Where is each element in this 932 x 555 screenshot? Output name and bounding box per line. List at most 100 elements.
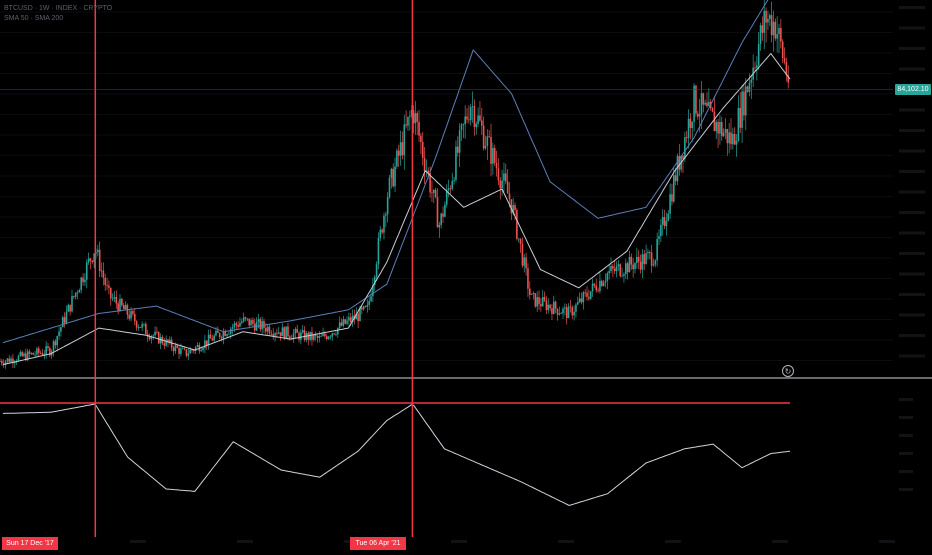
candle-body [737,107,740,141]
price-axis-tick [899,211,925,214]
time-axis-tick [665,540,681,543]
candle-body [121,298,123,306]
candle-body [569,306,572,308]
price-axis-tick [899,354,925,358]
candle-body [170,339,173,348]
candle-body [316,335,319,338]
candle-body [41,352,44,355]
candle-body [486,136,489,146]
candle-body [479,115,481,121]
candle-body [58,331,60,337]
candle-body [346,320,348,324]
candle-body [355,313,358,320]
candle-body [748,82,751,92]
candle-body [696,113,699,117]
candle-body [97,249,99,253]
price-axis-tick [899,293,925,296]
candle-body [91,260,94,262]
candle-body [746,86,749,92]
candle-body [497,168,500,181]
candle-body [222,331,225,339]
candle-body [621,275,623,277]
candle-body [564,307,566,309]
candle-body [132,311,134,314]
candle-body [372,285,374,297]
candle-body [556,308,559,315]
candle-body [0,361,1,362]
candle-body [576,302,579,305]
candle-body [418,121,420,136]
candle-body [750,79,753,83]
candle-body [235,323,238,325]
candle-body [656,239,658,261]
candle-body [613,268,616,272]
price-axis-tick [899,149,925,153]
candle-body [128,314,131,319]
candle-body [23,353,25,357]
candle-body [778,28,780,35]
candle-body [623,274,625,276]
candle-body [456,146,459,153]
candle-body [285,326,287,339]
candle-body [397,150,400,156]
candle-body [237,324,239,327]
candle-body [87,258,90,263]
candle-body [180,348,182,355]
candle-body [541,297,544,307]
candle-body [25,353,27,361]
candle-body [658,236,660,240]
candle-body [314,334,317,336]
candle-body [434,189,437,198]
price-axis-tick [899,252,925,255]
candle-body [228,333,230,335]
candle-body [492,147,494,164]
candle-body [74,292,77,297]
candle-body [47,346,49,349]
candle-body [362,306,365,310]
candle-body [248,318,251,326]
candle-body [111,298,114,300]
candle-body [536,297,538,307]
candle-body [637,256,640,262]
candle-body [438,224,441,228]
candle-body [277,332,280,334]
candle-body [410,109,413,116]
candle-body [268,326,271,334]
candle-body [744,86,747,116]
candle-body [276,333,278,334]
candle-body [390,168,393,178]
candle-body [698,114,701,117]
candle-body [604,280,607,283]
candle-body [205,340,208,346]
candle-body [325,336,328,339]
candle-body [396,150,398,167]
candle-body [780,28,782,42]
candle-body [551,308,553,315]
candle-body [244,317,247,319]
candle-body [145,323,147,335]
candle-body [444,204,446,217]
candle-body [469,107,472,121]
candle-body [39,352,42,354]
candle-body [464,116,466,125]
candle-body [211,338,214,341]
candle-body [338,322,341,328]
candle-body [693,85,695,122]
candle-body [770,15,773,36]
candle-body [187,353,190,356]
candle-body [724,129,727,133]
candle-body [685,137,688,139]
oscillator-pane [2,403,791,507]
candle-body [150,336,153,340]
candle-body [139,326,142,328]
candle-body [440,213,442,225]
candle-body [676,156,679,182]
candle-body [599,280,601,292]
candle-body [98,249,101,272]
overlays [0,0,932,537]
candle-body [575,304,577,312]
candle-body [165,339,167,346]
refresh-icon[interactable]: ↻ [782,365,794,377]
